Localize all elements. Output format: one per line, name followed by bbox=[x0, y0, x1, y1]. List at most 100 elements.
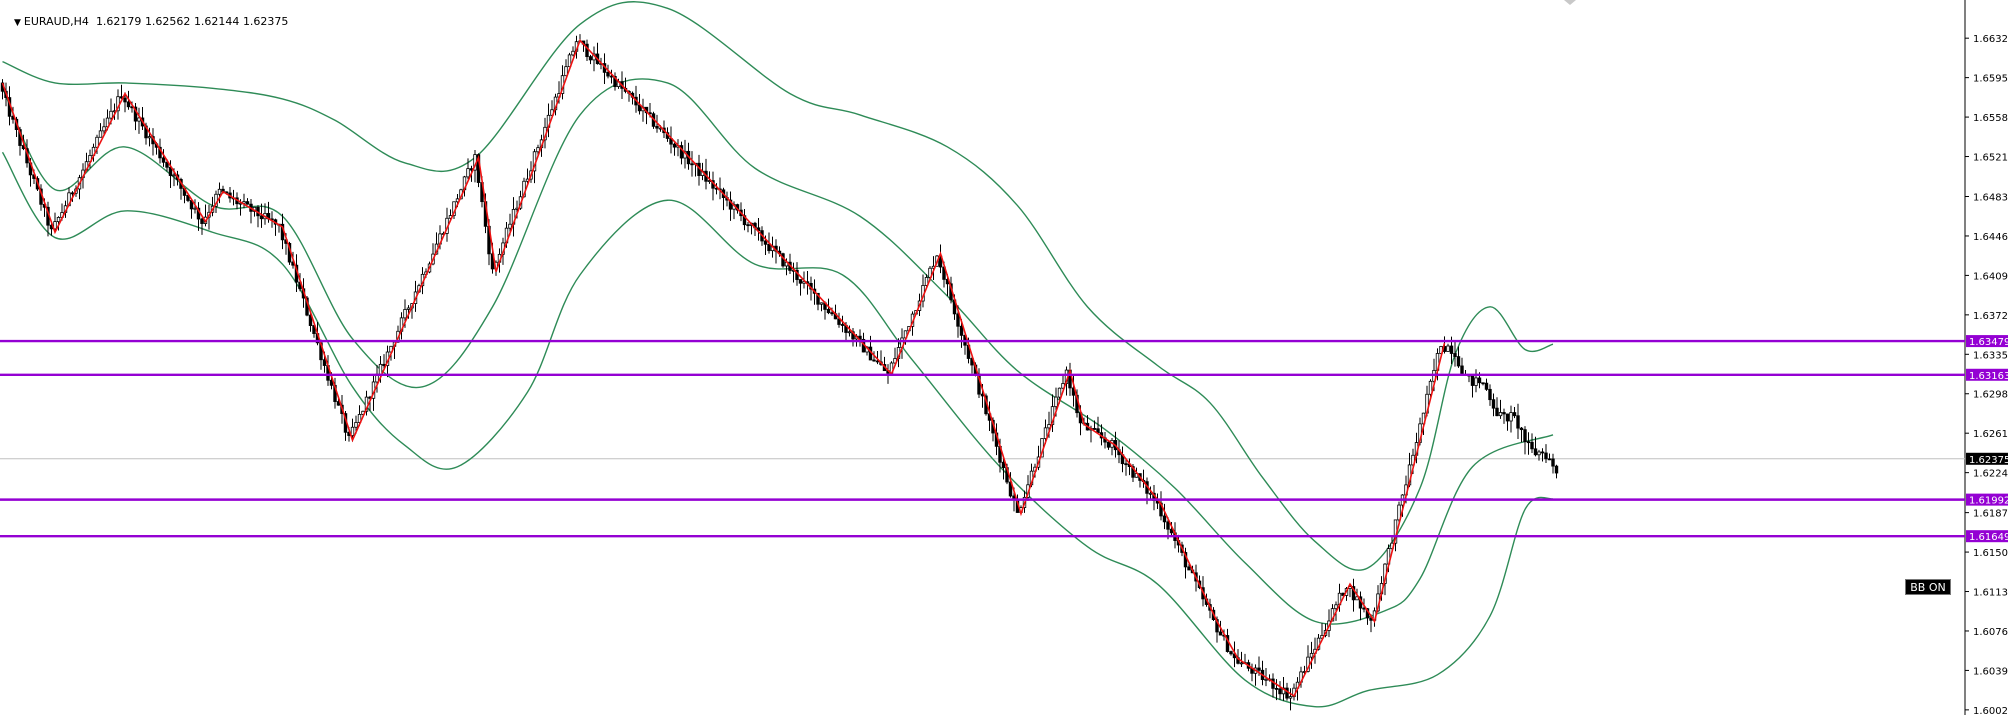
candle-body bbox=[186, 195, 190, 201]
candle bbox=[1544, 444, 1548, 464]
candle-body bbox=[329, 379, 334, 386]
candle-body bbox=[1481, 382, 1485, 385]
candle-body bbox=[217, 188, 222, 195]
symbol-label: EURAUD,H4 bbox=[23, 15, 89, 28]
candle-body bbox=[536, 147, 540, 153]
candle-body bbox=[1362, 607, 1366, 610]
candle-body bbox=[1054, 396, 1058, 408]
candle bbox=[249, 199, 253, 224]
candle bbox=[613, 72, 617, 91]
price-tick-label: 1.65580 bbox=[1973, 113, 2008, 124]
candle bbox=[798, 279, 803, 296]
candle-body bbox=[1162, 515, 1167, 523]
candle-body bbox=[1148, 492, 1153, 495]
candle-body bbox=[1488, 388, 1492, 401]
candle-body bbox=[357, 414, 362, 423]
candle bbox=[840, 315, 845, 333]
candle bbox=[133, 102, 138, 131]
candle bbox=[742, 208, 747, 231]
candle bbox=[900, 328, 904, 359]
candle-body bbox=[1484, 382, 1489, 390]
candle bbox=[399, 312, 404, 340]
candle-body bbox=[354, 422, 358, 428]
candle-body bbox=[1271, 678, 1275, 689]
candle-body bbox=[1187, 566, 1191, 571]
candle bbox=[1481, 382, 1485, 386]
candle-body bbox=[924, 277, 929, 286]
candle-body bbox=[378, 363, 383, 375]
candle-body bbox=[1264, 678, 1268, 681]
candle-body bbox=[1106, 441, 1111, 448]
candle-body bbox=[728, 199, 733, 210]
candle-body bbox=[1505, 413, 1510, 422]
candle bbox=[1068, 362, 1072, 396]
candle bbox=[1292, 683, 1296, 701]
candle-body bbox=[872, 359, 876, 362]
candle-body bbox=[53, 221, 57, 230]
candle bbox=[595, 42, 600, 65]
dropdown-triangle-icon[interactable]: ▼ bbox=[14, 18, 21, 28]
level-tag-label: 1.63163 bbox=[1969, 371, 2008, 382]
candle-body bbox=[1274, 687, 1279, 690]
candle-body bbox=[655, 125, 659, 129]
symbol-header: ▼ EURAUD,H4 1.62179 1.62562 1.62144 1.623… bbox=[0, 2, 288, 41]
price-tick-label: 1.62985 bbox=[1973, 390, 2008, 401]
candle bbox=[1351, 578, 1356, 612]
candle bbox=[711, 171, 715, 201]
candle-body bbox=[1355, 596, 1359, 601]
candle bbox=[466, 158, 470, 180]
candle-body bbox=[1001, 461, 1006, 469]
candle bbox=[123, 92, 127, 113]
candle bbox=[672, 142, 677, 156]
candle bbox=[1187, 563, 1191, 571]
candle bbox=[679, 141, 684, 165]
price-tick-label: 1.61500 bbox=[1973, 548, 2008, 559]
candle-body bbox=[1491, 399, 1496, 409]
candle bbox=[1512, 407, 1517, 419]
candle-body bbox=[1334, 604, 1338, 610]
candle bbox=[1358, 591, 1363, 621]
candle-body bbox=[102, 126, 106, 132]
price-tick-label: 1.60760 bbox=[1973, 627, 2008, 638]
price-axis-ticks: 1.66320 1.65950 1.65580 1.65210 1.64835 1.644… bbox=[1965, 34, 2008, 715]
candle-body bbox=[1449, 345, 1454, 354]
candle-body bbox=[1495, 407, 1499, 417]
candle bbox=[151, 128, 155, 156]
candle bbox=[53, 212, 57, 231]
candle-body bbox=[312, 325, 316, 334]
candle bbox=[1484, 378, 1489, 391]
candle-body bbox=[1309, 652, 1314, 658]
chart-shift-marker-icon[interactable] bbox=[1564, 0, 1576, 5]
candle bbox=[721, 187, 726, 211]
candle bbox=[924, 274, 929, 287]
candle-body bbox=[959, 325, 964, 336]
candle-body bbox=[109, 110, 113, 119]
candle bbox=[564, 59, 568, 77]
candle-body bbox=[172, 174, 176, 177]
candle bbox=[1491, 393, 1496, 417]
candle bbox=[1530, 433, 1534, 453]
candle-body bbox=[1523, 429, 1527, 443]
price-tick-label: 1.66320 bbox=[1973, 34, 2008, 45]
candle-body bbox=[1124, 463, 1128, 466]
candle-body bbox=[1278, 688, 1282, 695]
candle bbox=[1229, 650, 1233, 656]
price-tick-label: 1.60020 bbox=[1973, 706, 2008, 715]
candle-body bbox=[161, 157, 166, 163]
candle-body bbox=[1554, 465, 1559, 474]
candle bbox=[1124, 458, 1128, 476]
bollinger-band-lower bbox=[1, 151, 1554, 708]
bb-status-badge[interactable]: BB ON bbox=[1905, 579, 1951, 595]
candle-body bbox=[1281, 687, 1286, 695]
candle bbox=[1274, 679, 1279, 701]
candle-body bbox=[1351, 586, 1356, 601]
candle-body bbox=[1551, 458, 1555, 467]
candle-body bbox=[1257, 667, 1261, 671]
candle-body bbox=[350, 426, 355, 436]
candle bbox=[1250, 663, 1254, 682]
candle bbox=[791, 262, 796, 283]
price-tick-label: 1.64835 bbox=[1973, 193, 2008, 204]
candle bbox=[203, 204, 208, 227]
